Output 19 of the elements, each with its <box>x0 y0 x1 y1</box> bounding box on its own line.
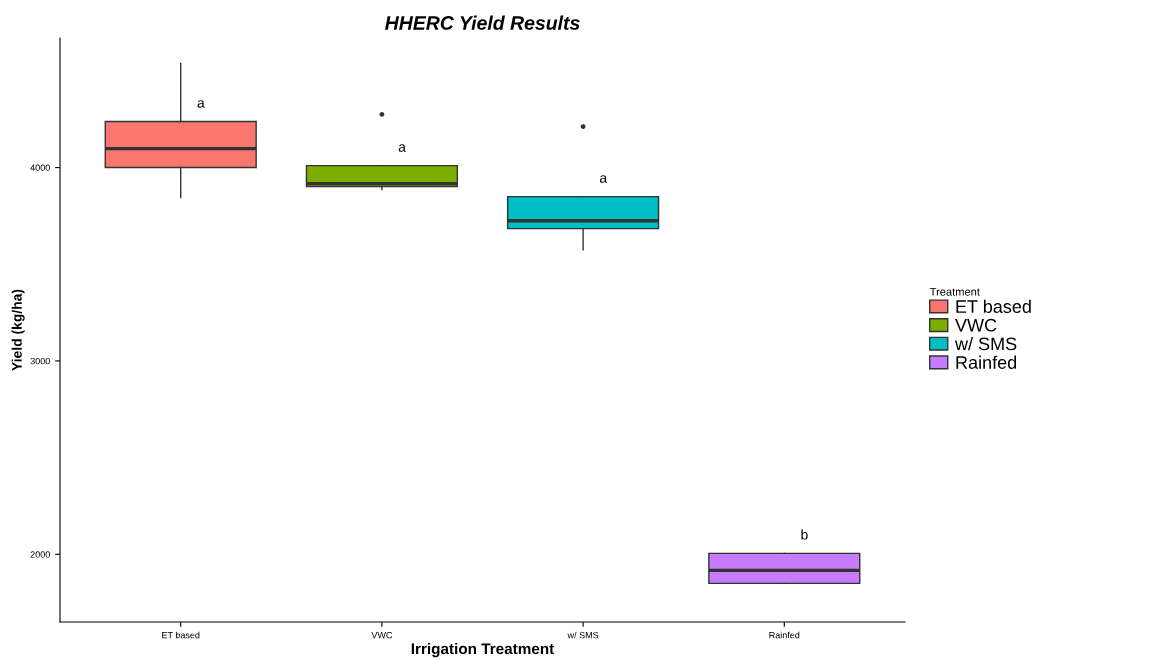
annotation: a <box>197 100 205 108</box>
y-tick-label: 3000 <box>30 357 50 365</box>
chart-title: HHERC Yield Results <box>385 15 580 30</box>
legend-label: ET based <box>956 299 1031 313</box>
x-axis-title: Irrigation Treatment <box>411 642 555 658</box>
legend-label: w/ SMS <box>954 336 1017 351</box>
legend-title: Treatment <box>929 287 980 296</box>
y-tick-label: 2000 <box>30 551 50 558</box>
y-tick-label: 4000 <box>30 164 50 171</box>
x-tick-label: VWC <box>371 631 393 639</box>
annotation: a <box>398 144 406 152</box>
annotation: b <box>801 529 808 540</box>
y-axis-title: Yield (kg/ha) <box>11 289 25 371</box>
legend-label: Rainfed <box>956 355 1017 369</box>
x-tick-label: w/ SMS <box>567 631 599 639</box>
annotation: a <box>599 175 608 183</box>
legend-label: VWC <box>955 318 997 332</box>
x-tick-label: Rainfed <box>769 631 800 639</box>
x-tick-label: ET based <box>162 631 200 639</box>
